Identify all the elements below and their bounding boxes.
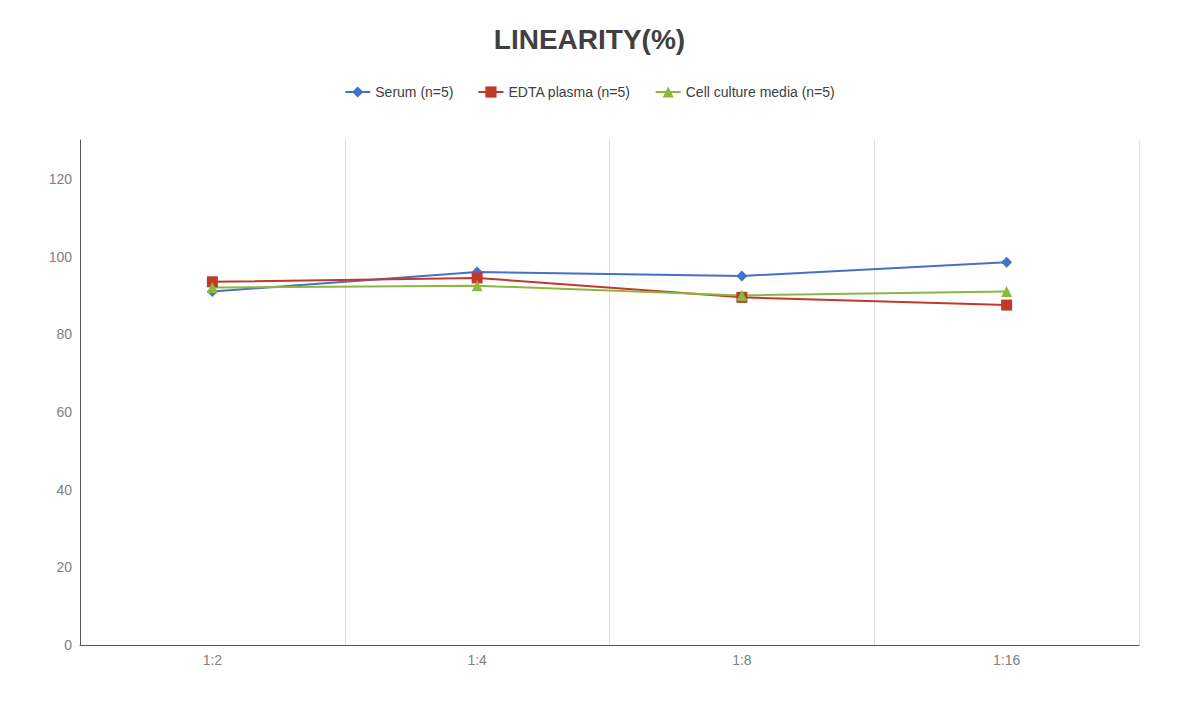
- svg-text:LINEARITY(%): LINEARITY(%): [494, 24, 685, 55]
- svg-text:60: 60: [56, 404, 72, 420]
- svg-text:1:16: 1:16: [993, 652, 1020, 668]
- svg-text:20: 20: [56, 559, 72, 575]
- svg-text:100: 100: [49, 249, 73, 265]
- svg-text:1:2: 1:2: [203, 652, 223, 668]
- svg-text:80: 80: [56, 326, 72, 342]
- svg-text:EDTA plasma (n=5): EDTA plasma (n=5): [508, 84, 630, 100]
- svg-text:1:4: 1:4: [467, 652, 487, 668]
- svg-text:40: 40: [56, 482, 72, 498]
- svg-text:1:8: 1:8: [732, 652, 752, 668]
- svg-text:Serum (n=5): Serum (n=5): [375, 84, 453, 100]
- svg-text:Cell culture media (n=5): Cell culture media (n=5): [686, 84, 835, 100]
- svg-text:120: 120: [49, 171, 73, 187]
- svg-text:0: 0: [64, 637, 72, 653]
